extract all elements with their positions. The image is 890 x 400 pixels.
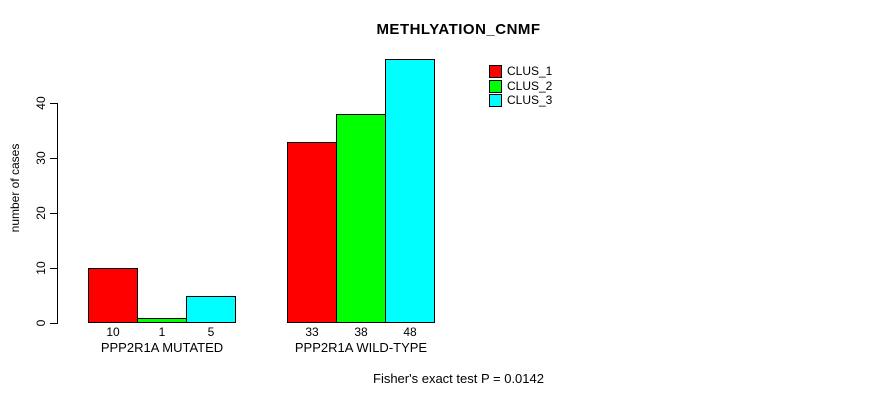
y-tick-mark	[50, 213, 57, 214]
bar-value-label: 10	[106, 325, 120, 339]
y-tick-mark	[50, 158, 57, 159]
legend-label: CLUS_3	[507, 93, 553, 107]
y-tick-label: 20	[34, 206, 48, 220]
y-axis-label: number of cases	[8, 143, 22, 233]
y-tick-mark	[50, 323, 57, 324]
chart-title: METHLYATION_CNMF	[376, 21, 541, 38]
y-tick-label: 40	[34, 96, 48, 110]
bar-clus_3-group2	[385, 59, 435, 323]
bar-value-label: 38	[354, 325, 368, 339]
legend-label: CLUS_1	[507, 64, 553, 78]
bar-clus_3-group1	[186, 295, 236, 323]
group-label: PPP2R1A WILD-TYPE	[294, 340, 428, 355]
bar-value-label: 5	[207, 325, 215, 339]
legend-label: CLUS_2	[507, 78, 553, 93]
bar-value-label: 1	[158, 325, 166, 339]
bar-clus_1-group2	[287, 141, 337, 323]
y-tick-mark	[50, 103, 57, 104]
y-tick-label: 0	[34, 319, 48, 327]
group-label: PPP2R1A MUTATED	[100, 340, 224, 355]
y-tick-mark	[50, 268, 57, 269]
legend-swatch-icon	[489, 94, 502, 107]
bar-value-label: 48	[403, 325, 417, 339]
bar-clus_2-group1	[137, 317, 187, 323]
y-axis-line	[57, 103, 58, 324]
bar-clus_2-group2	[336, 114, 386, 323]
legend-swatch-icon	[489, 79, 502, 93]
annotation-fisher-test: Fisher's exact test P = 0.0142	[373, 371, 544, 386]
bar-clus_1-group1	[88, 268, 138, 323]
y-tick-label: 10	[34, 261, 48, 275]
y-tick-label: 30	[34, 151, 48, 165]
bar-value-label: 33	[305, 325, 319, 339]
legend-swatch-icon	[489, 65, 502, 78]
